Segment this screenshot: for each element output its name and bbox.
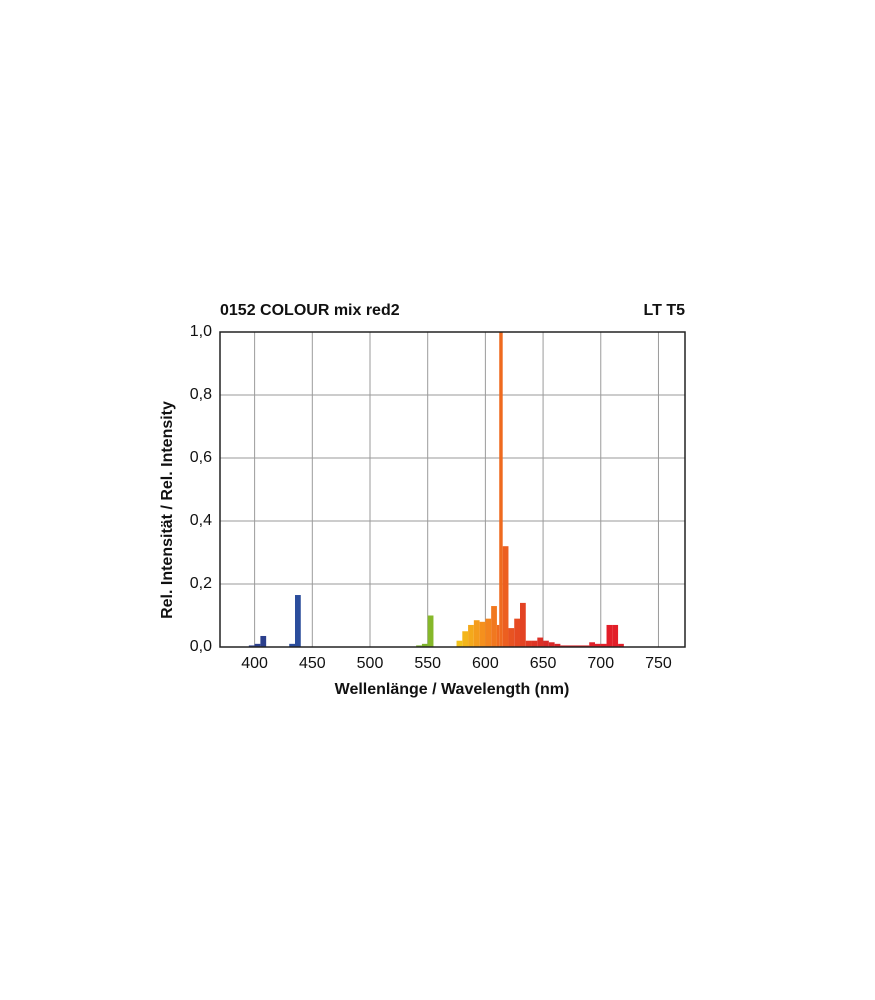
spectrum-bar: [502, 546, 509, 647]
spectrum-bar: [612, 624, 619, 647]
chart-subtitle: LT T5: [644, 302, 686, 319]
spectrum-bar: [600, 643, 607, 647]
spectrum-bar: [421, 643, 428, 647]
spectrum-bar: [514, 618, 520, 647]
y-tick-label: 0,8: [190, 386, 212, 403]
spectrum-bar: [543, 640, 549, 647]
spectrum-bar: [520, 602, 526, 647]
spectrum-bar: [260, 635, 267, 647]
y-tick-label: 0,6: [190, 449, 212, 466]
spectrum-bar: [456, 640, 463, 647]
spectrum-bar: [468, 624, 474, 647]
spectrum-bar: [508, 628, 515, 647]
y-axis-label: Rel. Intensität / Rel. Intensity: [159, 401, 176, 619]
spectrum-bar: [595, 643, 601, 647]
spectrum-bar: [618, 643, 624, 647]
y-tick-label: 0,4: [190, 512, 212, 529]
spectrum-bar: [548, 642, 555, 647]
spectrum-bar: [531, 640, 538, 647]
spectrum-bar: [485, 618, 492, 647]
x-tick-label: 400: [241, 655, 268, 672]
spectrum-bar: [289, 643, 295, 647]
spectrum-bar: [473, 620, 480, 647]
spectrum-bar: [491, 606, 497, 647]
x-tick-label: 650: [530, 655, 557, 672]
x-tick-label: 500: [357, 655, 384, 672]
spectrum-bar: [606, 624, 613, 647]
y-tick-label: 1,0: [190, 323, 212, 340]
x-tick-label: 700: [587, 655, 614, 672]
spectrum-bar: [416, 645, 422, 647]
spectrum-bar: [496, 624, 500, 647]
spectrum-bar: [560, 645, 590, 647]
y-tick-label: 0,0: [190, 638, 212, 655]
plot-background: [220, 332, 685, 647]
x-tick-label: 450: [299, 655, 326, 672]
spectrum-bar: [462, 631, 469, 647]
chart-title: 0152 COLOUR mix red2: [220, 302, 400, 319]
x-tick-label: 600: [472, 655, 499, 672]
x-tick-label: 550: [414, 655, 441, 672]
spectrum-bar: [479, 621, 486, 647]
spectrum-bar: [248, 645, 255, 647]
spectrum-bar: [254, 643, 261, 647]
y-tick-label: 0,2: [190, 575, 212, 592]
spectrum-bar: [537, 637, 544, 647]
plot-frame: [219, 331, 686, 648]
spectrum-bar: [499, 332, 503, 647]
x-tick-label: 750: [645, 655, 672, 672]
spectrum-bar: [554, 643, 561, 647]
spectrum-bar: [589, 642, 595, 647]
spectrum-bar: [427, 615, 434, 647]
x-axis-label: Wellenlänge / Wavelength (nm): [335, 681, 570, 698]
spectrum-bar: [525, 640, 532, 647]
spectrum-bar: [295, 595, 301, 647]
